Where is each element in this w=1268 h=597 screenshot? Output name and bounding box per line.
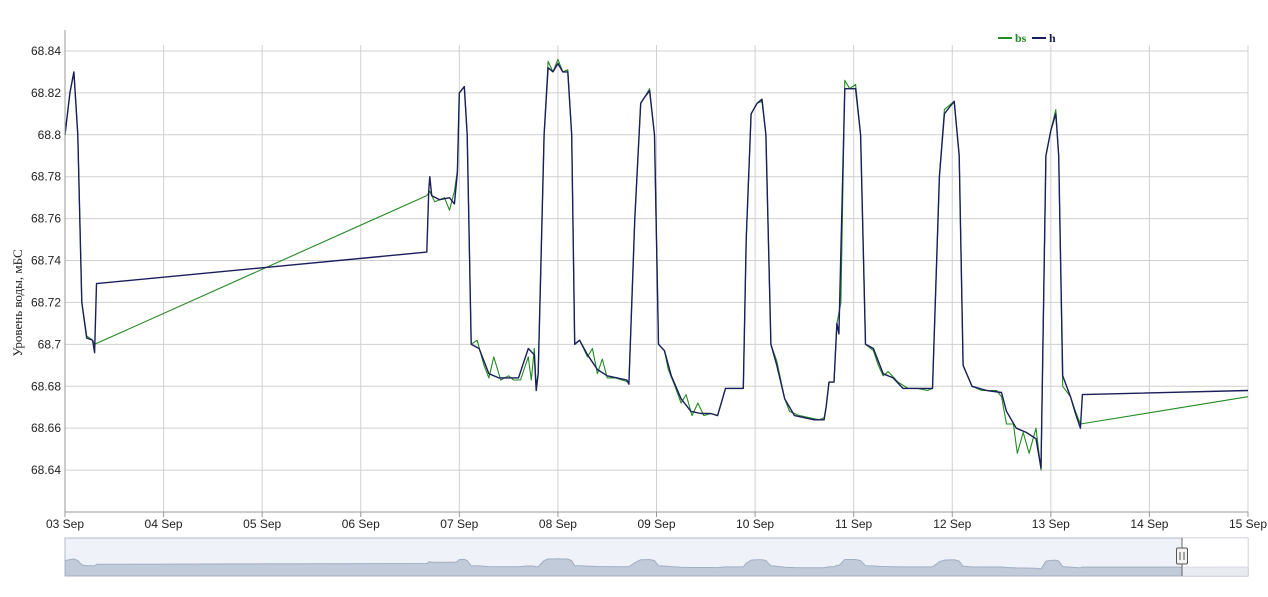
navigator-selected-range[interactable] xyxy=(65,538,1182,576)
navigator-series-area xyxy=(64,558,1249,577)
x-tick-label: 07 Sep xyxy=(440,517,478,531)
y-tick-label: 68.84 xyxy=(31,44,61,58)
series-layer xyxy=(64,58,1249,471)
navigator-outside-mask xyxy=(1182,538,1248,576)
x-tick-label: 11 Sep xyxy=(835,517,872,531)
y-tick-label: 68.82 xyxy=(31,86,61,100)
y-tick-label: 68.68 xyxy=(31,379,61,393)
x-tick-label: 06 Sep xyxy=(342,517,380,531)
y-tick-label: 68.76 xyxy=(31,212,61,226)
series-line-h xyxy=(64,62,1249,469)
x-tick-label: 04 Sep xyxy=(145,517,183,531)
y-tick-label: 68.72 xyxy=(31,295,61,309)
y-tick-label: 68.74 xyxy=(31,254,61,268)
legend-item-bs[interactable]: bs xyxy=(1015,31,1027,45)
x-tick-label: 14 Sep xyxy=(1130,517,1168,531)
x-tick-label: 05 Sep xyxy=(243,517,281,531)
x-tick-label: 08 Sep xyxy=(539,517,577,531)
x-tick-label: 10 Sep xyxy=(736,517,774,531)
x-tick-label: 13 Sep xyxy=(1032,517,1070,531)
y-tick-label: 68.8 xyxy=(38,128,62,142)
navigator[interactable] xyxy=(64,537,1249,577)
y-tick-label: 68.78 xyxy=(31,170,61,184)
y-tick-label: 68.7 xyxy=(38,337,62,351)
axes: 03 Sep 04 Sep 05 Sep 06 Sep 07 Sep 08 Sep 09 S… xyxy=(31,30,1267,531)
y-tick-label: 68.66 xyxy=(31,421,61,435)
navigator-handle[interactable] xyxy=(1176,547,1188,565)
x-tick-label: 09 Sep xyxy=(637,517,675,531)
legend[interactable]: bs h xyxy=(998,31,1056,45)
legend-item-h[interactable]: h xyxy=(1049,31,1056,45)
y-axis-label: Уровень воды, мБС xyxy=(10,249,25,356)
x-tick-label: 15 Sep xyxy=(1229,517,1267,531)
x-tick-label: 12 Sep xyxy=(933,517,971,531)
y-tick-label: 68.64 xyxy=(31,463,61,477)
x-tick-label: 03 Sep xyxy=(46,517,84,531)
